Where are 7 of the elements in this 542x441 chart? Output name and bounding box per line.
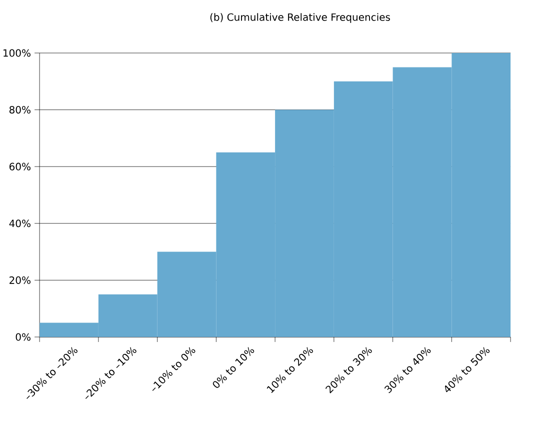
y-tick-label: 80% <box>9 106 30 114</box>
y-tick-label: 40% <box>9 220 30 228</box>
y-tick-label: 60% <box>10 162 30 170</box>
chart-title: (b) Cumulative Relative Frequencies <box>210 13 390 23</box>
y-tick-label: 0% <box>16 333 30 341</box>
y-tick-label: 20% <box>10 276 30 284</box>
y-tick-label: 100% <box>4 49 30 57</box>
